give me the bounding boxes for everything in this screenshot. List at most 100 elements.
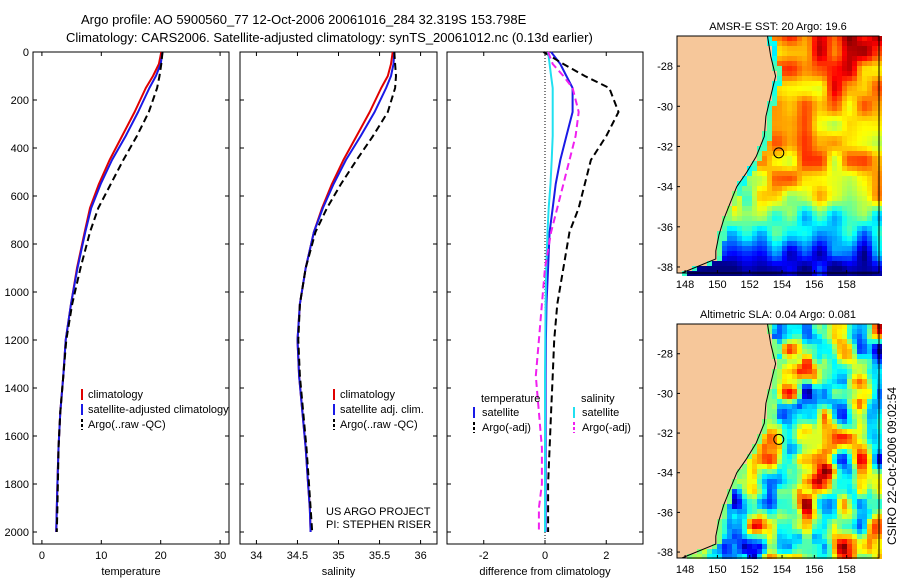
heatmap-cell xyxy=(772,181,777,186)
heatmap-cell xyxy=(737,519,742,524)
heatmap-cell xyxy=(827,509,832,514)
heatmap-cell xyxy=(832,111,837,116)
heatmap-cell xyxy=(767,161,772,166)
heatmap-cell xyxy=(832,66,837,71)
heatmap-cell xyxy=(812,509,817,514)
heatmap-cell xyxy=(872,504,877,509)
heatmap-cell xyxy=(807,429,812,434)
heatmap-cell xyxy=(867,344,872,349)
heatmap-cell xyxy=(857,429,862,434)
heatmap-cell xyxy=(747,534,752,539)
x-tick-label: 156 xyxy=(805,564,823,576)
heatmap-cell xyxy=(797,399,802,404)
heatmap-cell xyxy=(727,266,732,271)
heatmap-cell xyxy=(862,126,867,131)
heatmap-cell xyxy=(807,434,812,439)
heatmap-cell xyxy=(787,221,792,226)
heatmap-cell xyxy=(802,211,807,216)
heatmap-cell xyxy=(867,221,872,226)
heatmap-cell xyxy=(837,196,842,201)
heatmap-cell xyxy=(837,266,842,271)
heatmap-cell xyxy=(842,364,847,369)
heatmap-cell xyxy=(762,504,767,509)
heatmap-cell xyxy=(827,191,832,196)
heatmap-cell xyxy=(687,554,692,559)
y-tick-label: 0 xyxy=(23,47,29,59)
heatmap-cell xyxy=(787,71,792,76)
heatmap-cell xyxy=(822,61,827,66)
heatmap-cell xyxy=(767,146,772,151)
heatmap-cell xyxy=(852,529,857,534)
y-tick-label: 1000 xyxy=(5,287,29,299)
heatmap-cell xyxy=(842,334,847,339)
heatmap-cell xyxy=(857,266,862,271)
heatmap-cell xyxy=(752,226,757,231)
heatmap-cell xyxy=(847,196,852,201)
heatmap-cell xyxy=(827,369,832,374)
heatmap-cell xyxy=(852,56,857,61)
heatmap-cell xyxy=(872,529,877,534)
heatmap-cell xyxy=(807,266,812,271)
heatmap-cell xyxy=(817,439,822,444)
heatmap-cell xyxy=(842,81,847,86)
heatmap-cell xyxy=(732,479,737,484)
heatmap-cell xyxy=(822,389,827,394)
heatmap-cell xyxy=(727,554,732,559)
heatmap-cell xyxy=(812,61,817,66)
heatmap-cell xyxy=(867,489,872,494)
heatmap-cell xyxy=(777,221,782,226)
heatmap-cell xyxy=(802,329,807,334)
heatmap-cell xyxy=(832,519,837,524)
heatmap-cell xyxy=(812,141,817,146)
heatmap-cell xyxy=(757,504,762,509)
heatmap-cell xyxy=(792,349,797,354)
heatmap-cell xyxy=(807,519,812,524)
heatmap-cell xyxy=(842,404,847,409)
heatmap-cell xyxy=(777,131,782,136)
heatmap-cell xyxy=(872,334,877,339)
heatmap-cell xyxy=(742,261,747,266)
heatmap-cell xyxy=(792,246,797,251)
heatmap-cell xyxy=(807,166,812,171)
heatmap-cell xyxy=(872,136,877,141)
heatmap-cell xyxy=(772,256,777,261)
heatmap-cell xyxy=(757,514,762,519)
heatmap-cell xyxy=(857,434,862,439)
heatmap-cell xyxy=(752,454,757,459)
heatmap-cell xyxy=(747,509,752,514)
heatmap-cell xyxy=(692,554,697,559)
heatmap-cell xyxy=(827,344,832,349)
heatmap-cell xyxy=(777,439,782,444)
heatmap-cell xyxy=(792,509,797,514)
heatmap-cell xyxy=(802,161,807,166)
heatmap-cell xyxy=(872,181,877,186)
heatmap-cell xyxy=(802,379,807,384)
heatmap-cell xyxy=(827,459,832,464)
heatmap-cell xyxy=(867,384,872,389)
heatmap-cell xyxy=(792,36,797,41)
heatmap-cell xyxy=(782,444,787,449)
heatmap-cell xyxy=(872,394,877,399)
heatmap-cell xyxy=(847,464,852,469)
heatmap-cell xyxy=(857,384,862,389)
heatmap-cell xyxy=(852,76,857,81)
heatmap-cell xyxy=(857,414,862,419)
heatmap-cell xyxy=(777,534,782,539)
heatmap-cell xyxy=(752,236,757,241)
heatmap-cell xyxy=(727,504,732,509)
heatmap-cell xyxy=(827,196,832,201)
heatmap-cell xyxy=(862,484,867,489)
heatmap-cell xyxy=(777,246,782,251)
heatmap-cell xyxy=(762,156,767,161)
heatmap-cell xyxy=(842,201,847,206)
heatmap-cell xyxy=(702,266,707,271)
heatmap-cell xyxy=(797,444,802,449)
heatmap-cell xyxy=(812,101,817,106)
heatmap-cell xyxy=(817,359,822,364)
heatmap-cell xyxy=(842,171,847,176)
heatmap-cell xyxy=(832,226,837,231)
heatmap-cell xyxy=(842,221,847,226)
heatmap-cell xyxy=(837,61,842,66)
heatmap-cell xyxy=(782,151,787,156)
heatmap-cell xyxy=(787,256,792,261)
